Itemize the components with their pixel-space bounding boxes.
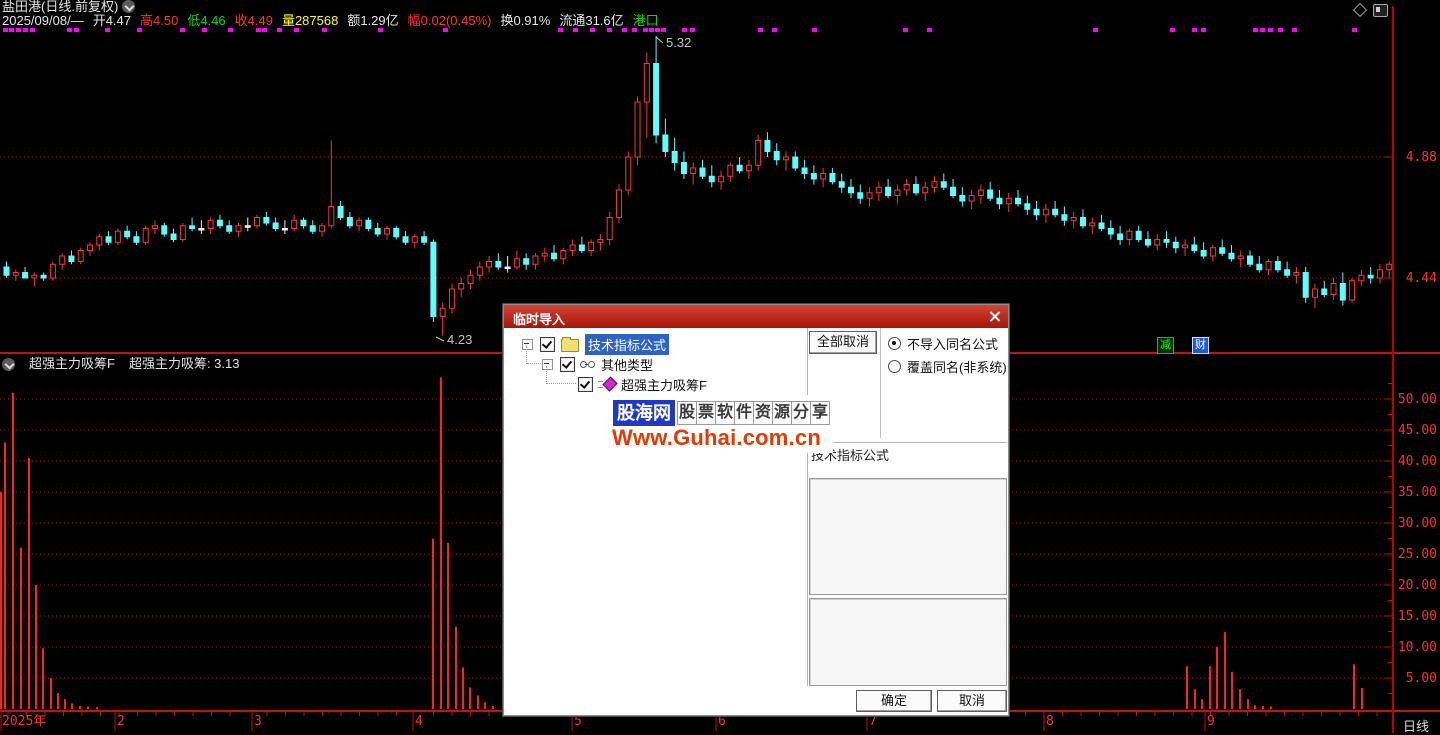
price-axis-label: 45.00: [1397, 423, 1437, 438]
tree-item-category[interactable]: 其他类型: [542, 355, 653, 373]
chevron-down-icon[interactable]: [2, 357, 15, 371]
folder-icon: [561, 336, 579, 352]
quote-field: 幅0.02(0.45%): [407, 13, 492, 28]
watermark-char: 资: [753, 401, 773, 425]
price-axis-label: 40.00: [1397, 454, 1437, 469]
temp-import-dialog: 临时导入 技术指标公式 其他类型 超强主力吸筹F 全部取消 不导入同名公式 覆盖…: [503, 304, 1009, 716]
watermark-char: 股: [677, 401, 697, 425]
quote-field: 流通31.6亿: [559, 13, 624, 28]
dialog-divider: [808, 442, 1007, 443]
watermark-char: 件: [734, 401, 754, 425]
tree-item-formula[interactable]: 超强主力吸筹F: [578, 375, 707, 393]
quote-field: 量287568: [281, 13, 339, 28]
checkbox-category[interactable]: [560, 356, 575, 372]
diamond-icon[interactable]: [1352, 2, 1368, 18]
watermark-char: 票: [696, 401, 716, 425]
period-label[interactable]: 日线: [1403, 719, 1430, 734]
drag-handle-icon: [598, 380, 603, 388]
indicator-bar: 超强主力吸筹F 超强主力吸筹: 3.13: [2, 356, 239, 372]
price-axis-label: 20.00: [1397, 578, 1437, 593]
panel-layout-icon[interactable]: [1373, 3, 1388, 17]
tree-connector: [547, 383, 576, 384]
quote-field: 港口: [632, 13, 659, 28]
checkbox-formula[interactable]: [578, 376, 593, 392]
tree-label-formula[interactable]: 超强主力吸筹F: [621, 377, 707, 393]
quote-field: 开4.47: [92, 13, 131, 28]
price-axis-label: 4.44: [1405, 271, 1437, 286]
dialog-titlebar[interactable]: 临时导入: [504, 305, 1008, 328]
watermark-char: 源: [772, 401, 792, 425]
watermark-char: 分: [791, 401, 811, 425]
cancel-button[interactable]: 取消: [937, 690, 1007, 712]
watermark-char: 享: [810, 401, 830, 425]
checkbox-root[interactable]: [540, 336, 555, 352]
tree-label-category[interactable]: 其他类型: [601, 357, 654, 373]
quote-field: 高4.50: [140, 13, 179, 28]
quote-field: 换0.91%: [500, 13, 551, 28]
date-axis-label: 2025年: [2, 714, 47, 729]
stock-title: 盐田港(日线.前复权): [2, 0, 136, 14]
price-axis-label: 25.00: [1397, 547, 1437, 562]
indicator-value: 超强主力吸筹: 3.13: [128, 356, 240, 371]
date-axis-label: 5: [574, 714, 582, 729]
price-axis-label: 5.00: [1405, 671, 1437, 686]
titlebar-icons: [1352, 2, 1388, 18]
tree-connector: [526, 346, 527, 364]
link-icon: [580, 360, 595, 368]
radio-on-icon[interactable]: [888, 337, 901, 350]
price-axis-line: [1392, 6, 1394, 733]
price-axis-label: 30.00: [1397, 516, 1437, 531]
radio-off-icon[interactable]: [888, 360, 901, 373]
price-axis-label: 4.88: [1405, 150, 1437, 165]
svg-text:5.32: 5.32: [666, 35, 691, 50]
tree-item-root[interactable]: 技术指标公式: [522, 333, 670, 355]
formula-diamond-icon: [602, 376, 618, 392]
dialog-title: 临时导入: [513, 312, 566, 327]
svg-text:4.23: 4.23: [447, 332, 472, 347]
watermark-url: Www.Guhai.com.cn: [612, 425, 821, 450]
quote-field: 收4.49: [234, 13, 273, 28]
date-axis-label: 2: [117, 714, 125, 729]
radio-label[interactable]: 不导入同名公式: [907, 337, 999, 352]
tree-connector: [546, 366, 547, 384]
date-axis-label: 8: [1046, 714, 1054, 729]
cancel-all-button[interactable]: 全部取消: [809, 331, 877, 354]
date-axis-label: 7: [869, 714, 877, 729]
ok-button[interactable]: 确定: [856, 690, 932, 712]
dialog-divider: [807, 328, 808, 686]
date-axis-label: 9: [1207, 714, 1215, 729]
close-icon[interactable]: [988, 310, 1001, 323]
price-axis-label: 10.00: [1397, 640, 1437, 655]
price-axis-label: 35.00: [1397, 485, 1437, 500]
tree-label-root[interactable]: 技术指标公式: [585, 333, 670, 355]
watermark-brand: 股海网: [613, 400, 675, 426]
date-axis-label: 6: [718, 714, 726, 729]
formula-listbox[interactable]: [809, 478, 1007, 595]
indicator-name[interactable]: 超强主力吸筹F: [29, 356, 115, 371]
watermark-tagline: 股票软件资源分享: [677, 401, 830, 425]
watermark: 股海网 股票软件资源分享 Www.Guhai.com.cn: [609, 395, 833, 453]
quote-info-bar: 2025/09/08/— 开4.47 高4.50 低4.46 收4.49 量287568 额…: [2, 14, 659, 28]
date-axis-label: 4: [415, 714, 423, 729]
tree-connector: [527, 363, 541, 364]
price-axis-label: 50.00: [1397, 392, 1437, 407]
stock-title-text: 盐田港(日线.前复权): [2, 0, 119, 14]
chevron-down-icon[interactable]: [122, 0, 136, 13]
reduce-badge[interactable]: 减: [1157, 337, 1174, 354]
radio-label[interactable]: 覆盖同名(非系统): [907, 360, 1007, 375]
collapse-icon[interactable]: [522, 338, 533, 350]
finance-badge[interactable]: 财: [1192, 337, 1209, 354]
log-listbox[interactable]: [809, 598, 1007, 686]
collapse-icon[interactable]: [542, 358, 553, 370]
date-axis-label: 3: [254, 714, 262, 729]
price-axis-label: 15.00: [1397, 609, 1437, 624]
quote-field: 低4.46: [187, 13, 226, 28]
watermark-char: 软: [715, 401, 735, 425]
quote-field: 2025/09/08/—: [2, 13, 84, 28]
radio-overwrite[interactable]: 覆盖同名(非系统): [888, 357, 1007, 376]
dialog-divider: [880, 328, 881, 438]
radio-skip-duplicates[interactable]: 不导入同名公式: [888, 334, 998, 353]
quote-field: 额1.29亿: [347, 13, 399, 28]
